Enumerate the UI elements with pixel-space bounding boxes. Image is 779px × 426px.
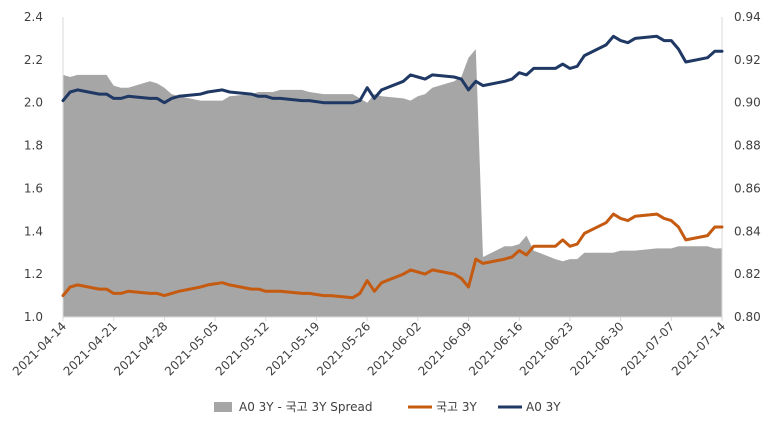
legend-swatch-spread <box>214 402 232 412</box>
y-left-tick-label: 1.2 <box>24 267 43 281</box>
y-left-tick-label: 1.4 <box>24 224 43 238</box>
y-right-tick-label: 0.92 <box>734 53 761 67</box>
y-left-tick-label: 1.6 <box>24 181 43 195</box>
legend-label: A0 3Y <box>526 400 561 414</box>
y-right-tick-label: 0.82 <box>734 267 761 281</box>
series-line-ktb-3y <box>61 212 724 300</box>
axes-layer <box>62 17 723 318</box>
series-area-spread <box>63 49 722 317</box>
legend-label: A0 3Y - 국고 3Y Spread <box>239 400 373 414</box>
y-right-axis: 0.80 0.82 0.84 0.86 0.88 0.90 0.92 0.94 <box>734 10 761 324</box>
legend: A0 3Y - 국고 3Y Spread 국고 3Y A0 3Y <box>214 400 561 414</box>
legend-label: 국고 3Y <box>436 400 478 414</box>
y-left-axis: 1.0 1.2 1.4 1.6 1.8 2.0 2.2 2.4 <box>24 10 43 324</box>
y-left-tick-label: 2.0 <box>24 96 43 110</box>
y-left-tick-label: 1.0 <box>24 310 43 324</box>
y-right-tick-label: 0.84 <box>734 224 761 238</box>
y-right-tick-label: 0.94 <box>734 10 761 24</box>
y-right-tick-label: 0.88 <box>734 139 761 153</box>
area-layer <box>63 49 722 317</box>
x-tick-label: 2021-07-14 <box>669 319 728 378</box>
y-right-tick-label: 0.80 <box>734 310 761 324</box>
y-right-tick-label: 0.86 <box>734 181 761 195</box>
y-left-tick-label: 2.2 <box>24 53 43 67</box>
x-axis: 2021-04-142021-04-212021-04-282021-05-05… <box>10 317 728 378</box>
series-line-a0-3y <box>61 34 724 105</box>
lines-layer <box>61 34 724 300</box>
y-right-tick-label: 0.90 <box>734 96 761 110</box>
y-left-tick-label: 1.8 <box>24 139 43 153</box>
y-left-tick-label: 2.4 <box>24 10 43 24</box>
